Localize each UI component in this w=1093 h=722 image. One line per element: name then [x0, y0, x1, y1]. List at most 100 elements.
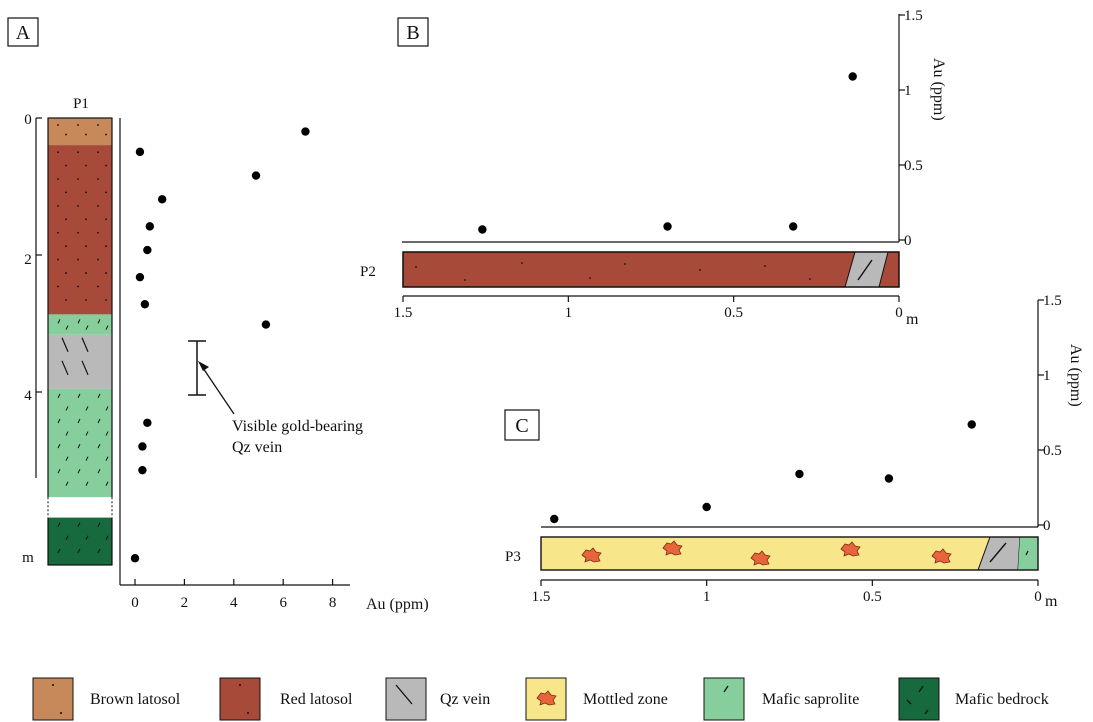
p1-texture-tick [77, 522, 81, 527]
p2-qz-vein-mark [857, 259, 873, 281]
p1-texture-tick [97, 522, 101, 527]
p1-texture-dot [77, 285, 79, 288]
legend-swatch-texture [723, 685, 729, 693]
p1-texture-tick [97, 548, 101, 554]
p1-texture-dot [97, 204, 99, 207]
p2-texture-dot [764, 265, 766, 267]
panel-a-point [145, 222, 155, 231]
panel-a-x-axis-label: Au (ppm) [366, 596, 429, 613]
p1-texture-tick [97, 393, 101, 399]
p1-texture-dot [57, 258, 59, 261]
p1-texture-tick [57, 393, 61, 399]
panel-c-y-tick-label: 1 [1043, 368, 1051, 384]
p1-texture-dot [57, 151, 59, 153]
panel-c-point [795, 469, 804, 479]
p1-texture-dot [105, 133, 107, 136]
panel-c-x-tick-label: 0 [1034, 589, 1042, 605]
panel-c-point [967, 420, 976, 429]
panel-c-points [550, 420, 976, 524]
p1-texture-dot [65, 218, 67, 221]
panel-a-point [135, 272, 145, 282]
p1-texture-dot [97, 178, 99, 180]
p1-layer-mafic_saprolite [48, 388, 112, 498]
p1-texture-tick [85, 456, 89, 461]
p1-layer-qz_vein [48, 334, 112, 389]
qz-vein-range-bar [188, 340, 206, 396]
panel-c: C 1.5 1 0.5 0 Au (ppm) P3 1.5 1 0.5 0 m [504, 293, 1084, 610]
p1-texture-dot [57, 124, 59, 126]
legend: Brown latosol Red latosol Qz vein Mottled z… [32, 677, 1049, 721]
p1-texture-slash [81, 360, 89, 376]
panel-a-x-tick-label: 2 [181, 595, 189, 611]
panel-a-point [143, 245, 152, 255]
p2-texture-dot [624, 263, 626, 265]
panel-a-point [143, 418, 152, 427]
panel-b-x-tick-label: 0.5 [724, 305, 743, 321]
p1-texture-dot [85, 299, 87, 301]
p1-texture-tick [65, 481, 69, 486]
panel-a-point [261, 320, 271, 329]
p1-texture-dot [65, 272, 67, 274]
panel-c-y-tick-label: 0.5 [1043, 443, 1062, 459]
p1-texture-dot [97, 124, 99, 126]
panel-a-point [135, 147, 145, 157]
mottle-icon [840, 541, 861, 557]
p1-texture-dot [65, 299, 67, 301]
panel-c-label: C [515, 415, 528, 437]
p1-texture-dot [77, 204, 79, 207]
p1-layer-mafic_bedrock [48, 517, 112, 565]
panel-c-point [702, 502, 711, 512]
p2-texture-dot [699, 269, 701, 271]
legend-swatch-texture [395, 684, 413, 705]
panel-b-point [848, 72, 857, 81]
profile-p1-label: P1 [73, 96, 89, 112]
panel-a-point [138, 442, 147, 451]
p1-texture-dot [85, 245, 87, 248]
panel-a-label: A [16, 22, 31, 44]
p1-texture-dot [65, 133, 67, 136]
panel-c-distance-unit: m [1045, 593, 1058, 610]
panel-b-point [478, 225, 487, 234]
panel-b-distance-unit: m [906, 311, 919, 328]
panel-b-label: B [406, 22, 419, 44]
legend-swatch-qz_vein [385, 677, 427, 721]
panel-b-y-tick-label: 0 [904, 233, 912, 249]
panel-b-y-ticks: 1.5 1 0.5 0 [899, 8, 923, 249]
p1-texture-tick [65, 406, 69, 411]
annotation-arrow [198, 361, 235, 415]
p1-texture-tick [57, 522, 61, 527]
p1-texture-tick [105, 325, 109, 330]
panel-c-y-tick-label: 0 [1043, 518, 1051, 534]
p1-texture-tick [105, 431, 109, 436]
p1-texture-slash [81, 337, 89, 352]
p1-texture-dot [85, 191, 87, 194]
p1-layer-red_latosol [48, 145, 112, 315]
p1-texture-dot [105, 272, 107, 274]
panel-a-point [301, 127, 310, 136]
p3-mottled-zone [541, 537, 1038, 570]
legend-label-qz_vein: Qz vein [440, 691, 490, 708]
p1-texture-tick [65, 535, 69, 540]
panel-c-y-axis-label: Au (ppm) [1067, 344, 1084, 407]
panel-a-x-ticks: 0 2 4 6 8 [131, 579, 336, 611]
panel-b-y-axis-label: Au (ppm) [930, 58, 947, 121]
p1-texture-tick [77, 548, 81, 554]
p1-texture-tick [85, 406, 89, 411]
p1-texture-tick [77, 393, 81, 399]
p2-texture-dot [589, 277, 591, 279]
p1-texture-tick [97, 468, 101, 474]
p1-texture-dot [65, 191, 67, 194]
panel-b-x-tick-label: 0 [895, 305, 903, 321]
panel-a-point [138, 465, 147, 475]
panel-c-y-ticks: 1.5 1 0.5 0 [1038, 293, 1062, 534]
p1-texture-tick [97, 443, 101, 449]
p1-column-outline [47, 117, 113, 566]
legend-label-red_latosol: Red latosol [280, 691, 353, 708]
p1-texture-tick [77, 319, 81, 324]
panel-a-x-tick-label: 6 [279, 595, 287, 611]
p1-texture-dot [77, 178, 79, 180]
p1-texture-tick [105, 535, 109, 540]
p1-texture-dot [77, 231, 79, 234]
p1-texture-tick [105, 481, 109, 486]
